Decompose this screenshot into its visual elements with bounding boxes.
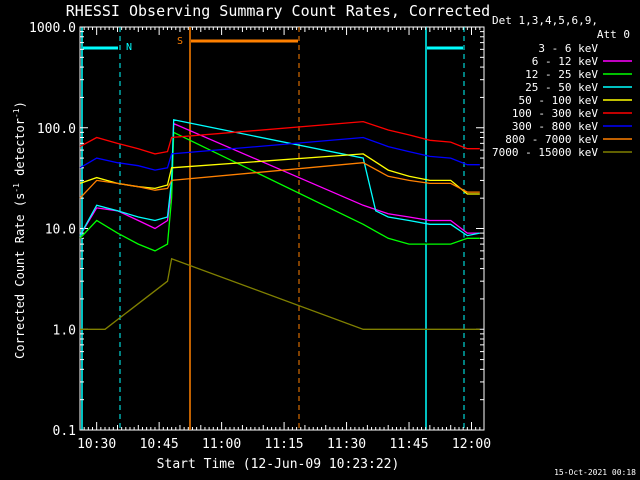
generation-timestamp: 15-Oct-2021 00:18 bbox=[554, 468, 636, 477]
series-line-3 bbox=[79, 119, 480, 237]
legend-label-2: 12 - 25 keV bbox=[525, 68, 598, 81]
y-tick-label: 1.0 bbox=[53, 323, 76, 338]
y-tick-label: 100.0 bbox=[37, 122, 76, 137]
legend-label-7: 800 - 7000 keV bbox=[505, 133, 598, 146]
y-tick-label: 0.1 bbox=[53, 424, 76, 439]
legend-header-line2: Att 0 bbox=[597, 28, 630, 41]
y-tick-label: 10.0 bbox=[45, 223, 76, 238]
x-tick-label: 12:00 bbox=[452, 437, 491, 452]
y-axis-label: Corrected Count Rate (s-1 detector-1) bbox=[12, 101, 27, 359]
x-tick-label: 11:30 bbox=[327, 437, 366, 452]
series-line-8 bbox=[80, 257, 480, 330]
x-tick-label: 11:00 bbox=[202, 437, 241, 452]
legend-label-5: 100 - 300 keV bbox=[512, 107, 598, 120]
legend-label-1: 6 - 12 keV bbox=[532, 55, 599, 68]
legend-label-8: 7000 - 15000 keV bbox=[492, 146, 598, 159]
legend-label-6: 300 - 800 keV bbox=[512, 120, 598, 133]
series-line-7 bbox=[79, 162, 480, 199]
x-tick-label: 10:30 bbox=[77, 437, 116, 452]
series-line-6 bbox=[79, 136, 480, 171]
x-axis-label: Start Time (12-Jun-09 10:23:22) bbox=[157, 457, 400, 472]
legend-label-4: 50 - 100 keV bbox=[519, 94, 599, 107]
legend-label-0: 3 - 6 keV bbox=[538, 42, 598, 55]
night-marker-label: N bbox=[126, 42, 132, 53]
chart-title: RHESSI Observing Summary Count Rates, Co… bbox=[66, 2, 490, 20]
x-tick-label: 11:15 bbox=[265, 437, 304, 452]
saa-marker-label: S bbox=[177, 36, 183, 47]
x-tick-label: 11:45 bbox=[389, 437, 428, 452]
x-tick-label: 10:45 bbox=[140, 437, 179, 452]
y-tick-label: 1000.0 bbox=[29, 21, 76, 36]
legend-label-3: 25 - 50 keV bbox=[525, 81, 598, 94]
legend-header-line1: Det 1,3,4,5,6,9, bbox=[492, 14, 598, 27]
series-line-5 bbox=[79, 120, 480, 155]
